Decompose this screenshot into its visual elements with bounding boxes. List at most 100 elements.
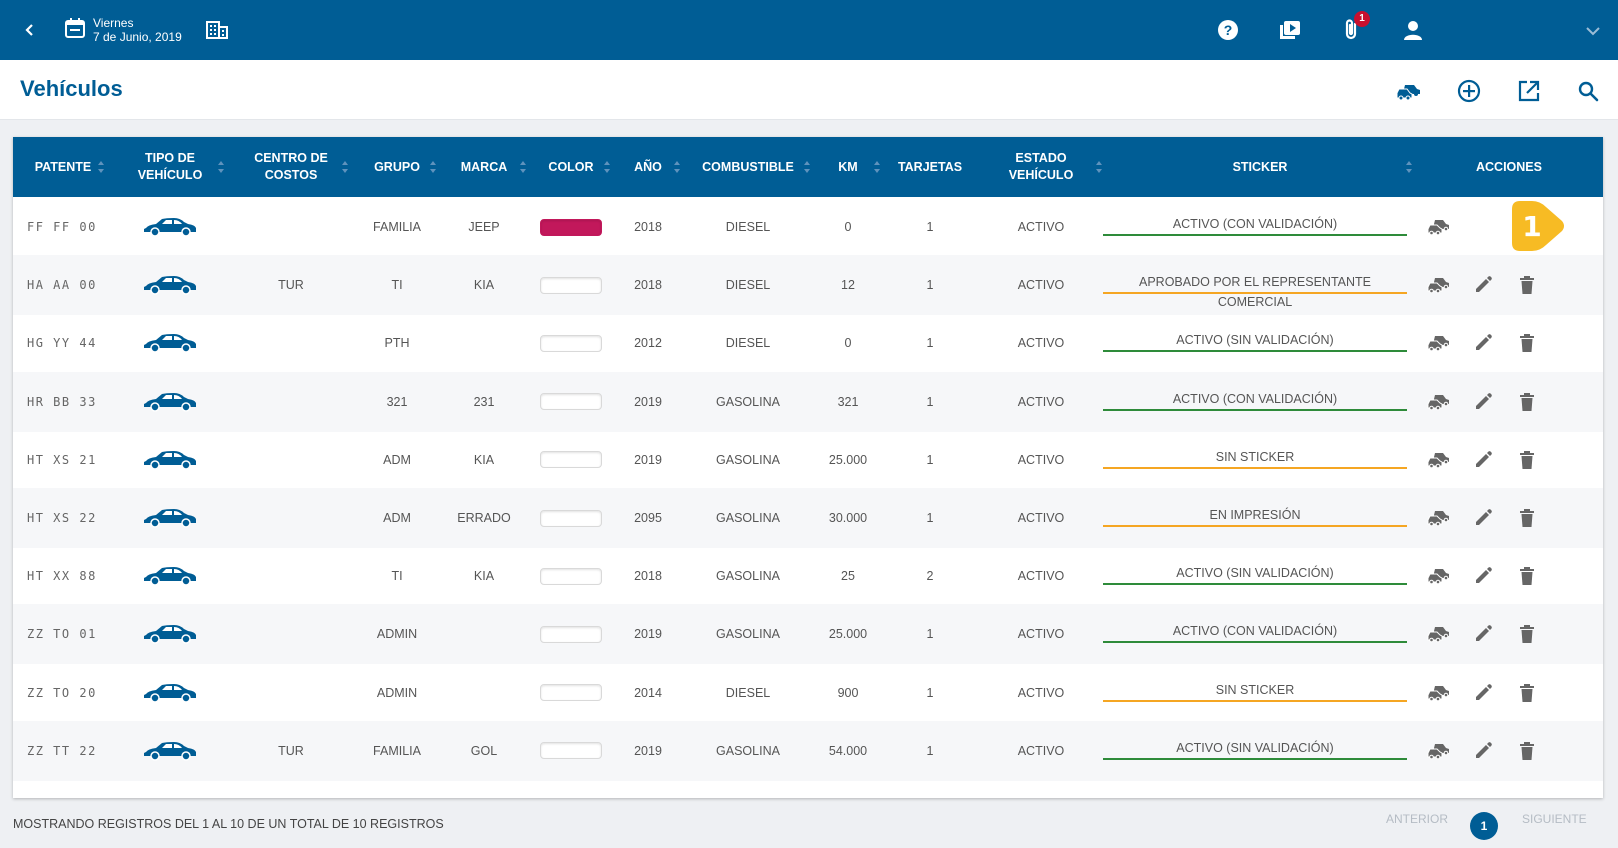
vehicles-icon[interactable] — [1396, 78, 1422, 104]
column-marca[interactable]: MARCA — [439, 137, 529, 197]
cell-tarjetas: 1 — [926, 452, 934, 467]
cell-km: 321 — [837, 394, 859, 409]
cell-combustible: GASOLINA — [716, 627, 780, 642]
add-icon[interactable] — [1456, 78, 1482, 104]
color-swatch — [540, 509, 602, 527]
cell-grupo: TI — [391, 278, 403, 293]
cell-grupo: 321 — [386, 394, 408, 409]
vehicles-action-icon[interactable] — [1427, 448, 1451, 472]
column-sticker[interactable]: STICKER — [1105, 137, 1415, 197]
vehicles-action-icon[interactable] — [1427, 215, 1451, 239]
search-icon[interactable] — [1575, 78, 1601, 104]
records-summary: MOSTRANDO REGISTROS DEL 1 AL 10 DE UN TO… — [13, 817, 444, 831]
cell-anio: 2014 — [634, 685, 662, 700]
cell-marca: KIA — [473, 569, 495, 584]
vehicles-action-icon[interactable] — [1427, 739, 1451, 763]
vehicles-action-icon[interactable] — [1427, 506, 1451, 530]
edit-icon[interactable] — [1471, 506, 1495, 530]
cell-grupo: ADMIN — [376, 627, 418, 642]
help-icon[interactable]: ? — [1216, 18, 1240, 42]
vehicles-action-icon[interactable] — [1427, 331, 1451, 355]
cell-km: 0 — [844, 220, 852, 234]
edit-icon[interactable] — [1471, 448, 1495, 472]
cell-combustible: GASOLINA — [716, 452, 780, 467]
user-icon[interactable] — [1401, 18, 1425, 42]
next-page-button[interactable]: SIGUIENTE — [1522, 812, 1587, 826]
export-icon[interactable] — [1516, 78, 1542, 104]
delete-icon[interactable] — [1515, 622, 1539, 646]
column-km[interactable]: KM — [813, 137, 883, 197]
column-patente[interactable]: PATENTE — [13, 137, 113, 197]
edit-icon[interactable] — [1471, 273, 1495, 297]
cell-estado: ACTIVO — [1017, 278, 1065, 293]
edit-icon[interactable] — [1471, 681, 1495, 705]
column-anio[interactable]: AÑO — [613, 137, 683, 197]
vehicles-action-icon[interactable] — [1427, 564, 1451, 588]
delete-icon[interactable] — [1515, 739, 1539, 763]
vehicles-action-icon[interactable] — [1427, 622, 1451, 646]
delete-icon[interactable] — [1515, 390, 1539, 414]
chevron-down-icon[interactable] — [1584, 22, 1602, 40]
back-icon[interactable] — [18, 18, 42, 42]
column-estado-label-1: ESTADO — [1015, 151, 1067, 165]
page-title: Vehículos — [20, 76, 123, 101]
column-grupo-label: GRUPO — [374, 159, 420, 174]
cell-estado: ACTIVO — [1017, 511, 1065, 525]
table-row[interactable]: HG YY 44 PTH 2012 DIESEL 0 1 ACTIVO ACTIVO (SIN… — [13, 313, 1603, 373]
column-centro-costos[interactable]: CENTRO DE COSTOS — [227, 137, 355, 197]
cell-estado: ACTIVO — [1017, 394, 1065, 409]
cell-combustible: DIESEL — [725, 278, 771, 293]
sort-icon — [604, 161, 610, 173]
column-color[interactable]: COLOR — [529, 137, 613, 197]
cell-combustible: GASOLINA — [716, 511, 780, 525]
column-grupo[interactable]: GRUPO — [355, 137, 439, 197]
delete-icon[interactable] — [1515, 331, 1539, 355]
delete-icon[interactable] — [1515, 273, 1539, 297]
cell-anio: 2095 — [634, 511, 662, 525]
color-swatch — [540, 567, 602, 585]
car-icon — [113, 604, 227, 664]
color-swatch — [540, 218, 602, 236]
delete-icon[interactable] — [1515, 564, 1539, 588]
page-1-button[interactable]: 1 — [1470, 812, 1498, 840]
edit-icon[interactable] — [1471, 564, 1495, 588]
sort-icon — [430, 161, 436, 173]
car-icon — [113, 313, 227, 373]
delete-icon[interactable] — [1515, 506, 1539, 530]
delete-icon[interactable] — [1515, 448, 1539, 472]
sticker-status: ACTIVO (CON VALIDACIÓN) — [1103, 214, 1407, 236]
edit-icon[interactable] — [1471, 622, 1495, 646]
delete-icon[interactable] — [1515, 681, 1539, 705]
table-row[interactable]: ZZ TT 22 TUR FAMILIA GOL 2019 GASOLINA 54.000 1… — [13, 720, 1603, 781]
building-icon[interactable] — [206, 18, 228, 40]
vehicles-action-icon[interactable] — [1427, 681, 1451, 705]
cell-combustible: GASOLINA — [716, 394, 780, 409]
vehicles-action-icon[interactable] — [1427, 390, 1451, 414]
cell-anio: 2019 — [634, 627, 662, 642]
vehicles-action-icon[interactable] — [1427, 273, 1451, 297]
column-tarjetas[interactable]: TARJETAS — [883, 137, 977, 197]
edit-icon[interactable] — [1471, 390, 1495, 414]
video-icon[interactable] — [1278, 18, 1302, 42]
column-tipo-vehiculo[interactable]: TIPO DE VEHÍCULO — [113, 137, 227, 197]
column-combustible[interactable]: COMBUSTIBLE — [683, 137, 813, 197]
attachment-icon[interactable] — [1340, 18, 1364, 42]
table-row[interactable]: HT XX 88 TI KIA 2018 GASOLINA 25 2 ACTIVO ACTIVO… — [13, 546, 1603, 606]
prev-page-button[interactable]: ANTERIOR — [1386, 812, 1449, 826]
cell-km: 30.000 — [828, 511, 868, 525]
edit-icon[interactable] — [1471, 331, 1495, 355]
table-row[interactable]: HT XS 21 ADM KIA 2019 GASOLINA 25.000 1 ACTIVO S… — [13, 430, 1603, 490]
table-row[interactable]: HA AA 00 TUR TI KIA 2018 DIESEL 12 1 ACTIVO APROB… — [13, 255, 1603, 316]
edit-icon[interactable] — [1471, 739, 1495, 763]
cell-estado: ACTIVO — [1017, 743, 1065, 758]
column-estado-vehiculo[interactable]: ESTADO VEHÍCULO — [977, 137, 1105, 197]
cell-km: 54.000 — [828, 743, 868, 758]
cell-grupo: TI — [391, 569, 403, 584]
table-row[interactable]: ZZ TO 20 ADMIN 2014 DIESEL 900 1 ACTIVO SIN STI… — [13, 663, 1603, 723]
table-row[interactable]: ZZ TO 01 ADMIN 2019 GASOLINA 25.000 1 ACTIVO AC… — [13, 604, 1603, 665]
table-row[interactable]: HT XS 22 ADM ERRADO 2095 GASOLINA 30.000 1 ACTI… — [13, 488, 1603, 548]
table-row[interactable]: HR BB 33 321 231 2019 GASOLINA 321 1 ACTIVO ACTI… — [13, 371, 1603, 432]
cell-grupo: FAMILIA — [373, 220, 421, 234]
table-row[interactable]: FF FF 00 FAMILIA JEEP 2018 DIESEL 0 1 ACTIVO ACT… — [13, 197, 1603, 257]
sticker-status: ACTIVO (CON VALIDACIÓN) — [1103, 621, 1407, 644]
